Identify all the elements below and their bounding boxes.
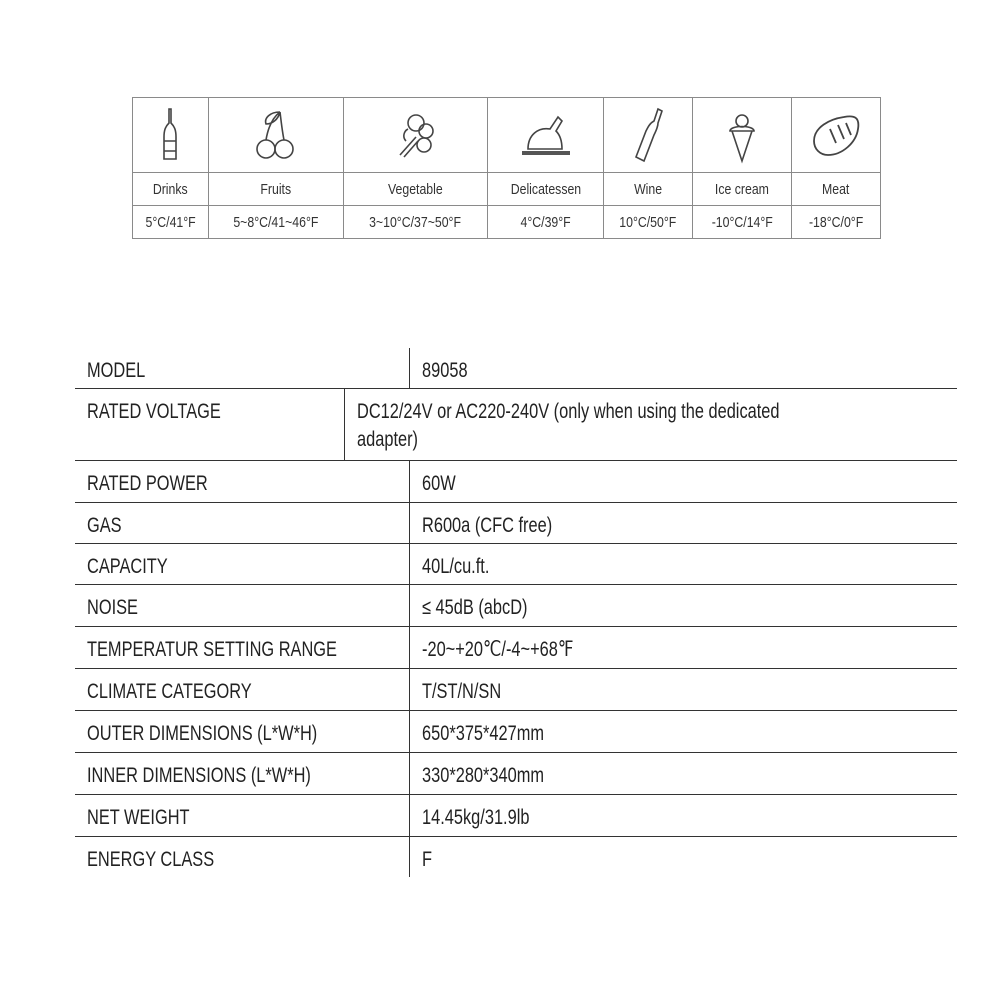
food-name: Vegetable xyxy=(343,172,488,206)
food-temp: 5°C/41°F xyxy=(132,205,209,239)
food-temp: -10°C/14°F xyxy=(692,205,792,239)
spec-label: OUTER DIMENSIONS (L*W*H) xyxy=(75,711,410,752)
food-icon-cell xyxy=(692,97,792,173)
food-icon-cell xyxy=(791,97,881,173)
spec-row: CLIMATE CATEGORY T/ST/N/SN xyxy=(75,669,957,711)
spec-value: -20~+20℃/-4~+68℉ xyxy=(422,638,574,661)
food-name: Ice cream xyxy=(692,172,792,206)
spec-label: NET WEIGHT xyxy=(75,795,410,836)
spec-label: CLIMATE CATEGORY xyxy=(75,669,410,710)
spec-value: F xyxy=(422,848,433,871)
specifications-table: MODEL 89058 RATED VOLTAGE DC12/24V or AC22… xyxy=(75,348,957,877)
spec-value: 14.45kg/31.9lb xyxy=(422,806,530,829)
spec-label: MODEL xyxy=(75,348,410,388)
food-temp: 3~10°C/37~50°F xyxy=(343,205,488,239)
spec-value: 40L/cu.ft. xyxy=(422,555,490,578)
spec-row: ENERGY CLASS F xyxy=(75,837,957,877)
spec-value: ≤ 45dB (abcD) xyxy=(422,596,528,619)
spec-value: 89058 xyxy=(422,359,468,382)
spec-label: TEMPERATUR SETTING RANGE xyxy=(75,627,410,668)
steak-icon xyxy=(813,115,860,156)
spec-row: RATED VOLTAGE DC12/24V or AC220-240V (onl… xyxy=(75,389,957,461)
spec-label: RATED POWER xyxy=(75,461,410,502)
spec-row: NET WEIGHT 14.45kg/31.9lb xyxy=(75,795,957,837)
spec-label: INNER DIMENSIONS (L*W*H) xyxy=(75,753,410,794)
food-name: Meat xyxy=(791,172,881,206)
food-temp: 5~8°C/41~46°F xyxy=(208,205,344,239)
cherry-icon xyxy=(256,111,294,159)
spec-value: 650*375*427mm xyxy=(422,722,545,745)
wine-bottle-icon xyxy=(634,107,663,163)
food-name: Drinks xyxy=(132,172,209,206)
ice-cream-icon xyxy=(729,114,755,164)
spec-label: GAS xyxy=(75,503,410,543)
spec-value: T/ST/N/SN xyxy=(422,680,502,703)
spec-label: NOISE xyxy=(75,585,410,626)
spec-row: NOISE ≤ 45dB (abcD) xyxy=(75,585,957,627)
spec-value: 60W xyxy=(422,472,456,495)
food-storage-temperature-table: Drinks Fruits Vegetable Delicatessen Win… xyxy=(132,97,881,239)
spec-row: GAS R600a (CFC free) xyxy=(75,503,957,544)
food-temp: -18°C/0°F xyxy=(791,205,881,239)
roast-chicken-icon xyxy=(521,115,570,155)
food-temp: 10°C/50°F xyxy=(603,205,693,239)
spec-row: RATED POWER 60W xyxy=(75,461,957,503)
spec-label: CAPACITY xyxy=(75,544,410,584)
vegetable-icon xyxy=(398,114,434,158)
spec-row: TEMPERATUR SETTING RANGE -20~+20℃/-4~+68℉ xyxy=(75,627,957,669)
spec-row: INNER DIMENSIONS (L*W*H) 330*280*340mm xyxy=(75,753,957,795)
spec-row: MODEL 89058 xyxy=(75,348,957,389)
food-icon-cell xyxy=(132,97,209,173)
food-icon-cell xyxy=(208,97,344,173)
spec-value: R600a (CFC free) xyxy=(422,514,553,537)
food-icon-cell xyxy=(487,97,604,173)
spec-value: 330*280*340mm xyxy=(422,764,545,787)
spec-label: ENERGY CLASS xyxy=(75,837,410,877)
bottle-icon xyxy=(162,108,177,160)
spec-row: OUTER DIMENSIONS (L*W*H) 650*375*427mm xyxy=(75,711,957,753)
food-name: Fruits xyxy=(208,172,344,206)
food-name: Delicatessen xyxy=(487,172,604,206)
food-icon-cell xyxy=(343,97,488,173)
food-temp: 4°C/39°F xyxy=(487,205,604,239)
spec-label: RATED VOLTAGE xyxy=(75,389,345,460)
food-name: Wine xyxy=(603,172,693,206)
spec-value: DC12/24V or AC220-240V (only when using … xyxy=(357,400,780,451)
food-icon-cell xyxy=(603,97,693,173)
spec-row: CAPACITY 40L/cu.ft. xyxy=(75,544,957,585)
